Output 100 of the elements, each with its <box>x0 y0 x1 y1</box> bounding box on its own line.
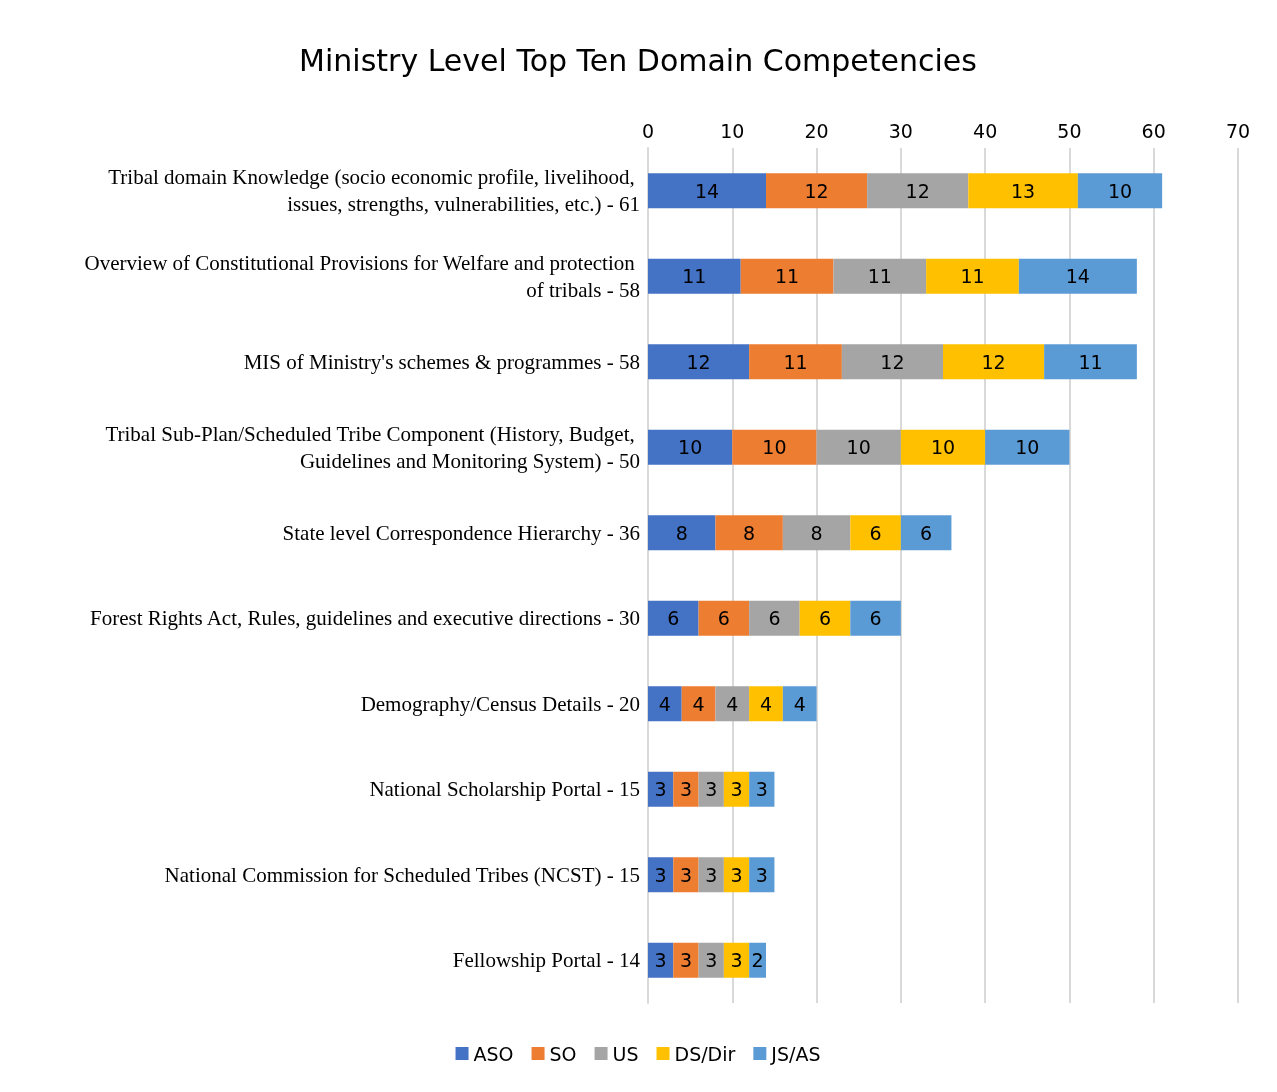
data-label: 11 <box>867 265 892 288</box>
bar <box>648 258 741 294</box>
bar <box>681 686 716 722</box>
data-label: 8 <box>743 521 756 544</box>
bar <box>698 942 724 978</box>
y-tick-label: MIS of Ministry's schemes & programmes - 58 <box>243 349 640 374</box>
data-label: 3 <box>730 863 743 886</box>
data-label: 3 <box>679 863 692 886</box>
data-label: 3 <box>654 949 667 972</box>
data-label: 3 <box>654 863 667 886</box>
data-label: 3 <box>730 949 743 972</box>
data-label: 3 <box>755 778 768 801</box>
bar <box>698 600 750 636</box>
bar <box>715 515 783 551</box>
bar <box>749 344 842 380</box>
data-label: 3 <box>705 863 718 886</box>
bar <box>673 771 699 807</box>
data-label: 12 <box>880 350 905 373</box>
data-label: 3 <box>705 949 718 972</box>
x-tick-label: 70 <box>1225 119 1251 142</box>
bar <box>673 857 699 893</box>
bar <box>715 686 750 722</box>
bar <box>723 857 750 893</box>
y-tick-label: Tribal domain Knowledge (socio economic profile, livelihood, issues, strengths, vulnerabilities, etc.) - 61 <box>108 165 640 217</box>
bar <box>900 515 952 551</box>
data-label: 4 <box>793 692 806 715</box>
data-label: 10 <box>678 436 703 459</box>
data-label: 12 <box>905 179 930 202</box>
data-label: 3 <box>730 778 743 801</box>
data-label: 3 <box>679 778 692 801</box>
data-label: 11 <box>783 350 808 373</box>
data-label: 12 <box>981 350 1006 373</box>
bar <box>766 173 868 209</box>
data-label: 13 <box>1010 179 1036 202</box>
bar <box>648 771 674 807</box>
data-label: 6 <box>818 607 832 630</box>
data-label: 6 <box>667 607 680 630</box>
x-tick-label: 20 <box>804 119 829 142</box>
x-tick-label: 50 <box>1057 119 1082 142</box>
bar <box>698 857 724 893</box>
bar <box>1077 173 1163 209</box>
data-label: 11 <box>774 265 800 288</box>
data-label: 6 <box>920 521 933 544</box>
bar <box>732 429 817 465</box>
bar <box>816 429 901 465</box>
legend-label: SO <box>549 1042 577 1065</box>
data-label: 10 <box>1107 179 1133 202</box>
y-tick-label: Fellowship Portal - 14 <box>452 948 641 973</box>
bar <box>648 686 682 722</box>
data-label: 4 <box>726 692 739 715</box>
y-tick-label: Demography/Census Details - 20 <box>360 691 640 716</box>
data-label: 14 <box>694 179 720 202</box>
data-label: 10 <box>1015 436 1040 459</box>
data-label: 14 <box>1065 265 1090 288</box>
bar <box>867 173 969 209</box>
bar <box>648 515 716 551</box>
legend-label: ASO <box>473 1042 514 1065</box>
y-tick-label: Tribal Sub-Plan/Scheduled Tribe Component (History, Budget, Guidelines and Monitoring System) - 50 <box>105 421 640 473</box>
chart-title: Ministry Level Top Ten Domain Competencies <box>299 42 977 78</box>
data-label: 8 <box>810 521 823 544</box>
data-label: 2 <box>751 949 764 972</box>
data-label: 8 <box>675 521 688 544</box>
bar <box>841 344 943 380</box>
data-label: 4 <box>692 692 705 715</box>
y-tick-label: National Scholarship Portal - 15 <box>369 777 640 802</box>
bar <box>723 771 750 807</box>
bar <box>926 258 1019 294</box>
bar <box>782 515 851 551</box>
bar <box>740 258 834 294</box>
x-tick-label: 40 <box>973 119 998 142</box>
bar <box>968 173 1078 209</box>
y-tick-label: Forest Rights Act, Rules, guidelines and executive directions - 30 <box>90 606 640 631</box>
bar <box>850 600 901 636</box>
x-tick-label: 60 <box>1141 119 1166 142</box>
bar <box>648 857 674 893</box>
bar <box>648 600 699 636</box>
bar <box>799 600 851 636</box>
bar <box>943 344 1045 380</box>
bar <box>1044 344 1137 380</box>
bar <box>749 686 783 722</box>
legend-label: US <box>612 1042 639 1065</box>
bar <box>782 686 817 722</box>
data-label: 12 <box>804 179 829 202</box>
data-label: 6 <box>717 607 730 630</box>
data-label: 4 <box>759 692 773 715</box>
bar <box>850 515 901 551</box>
data-label: 6 <box>869 607 882 630</box>
y-tick-label: Overview of Constitutional Provisions for Welfare and protection of tribals - 58 <box>84 250 640 302</box>
data-label: 6 <box>768 607 781 630</box>
legend-label: DS/Dir <box>674 1042 736 1065</box>
bar <box>749 600 800 636</box>
x-tick-label: 0 <box>641 119 655 142</box>
bar <box>723 942 750 978</box>
data-label: 11 <box>960 265 985 288</box>
bar <box>673 942 699 978</box>
data-label: 3 <box>654 778 667 801</box>
data-label: 6 <box>869 521 882 544</box>
bar <box>648 173 766 209</box>
legend-label: JS/AS <box>770 1042 821 1065</box>
bar <box>749 771 775 807</box>
